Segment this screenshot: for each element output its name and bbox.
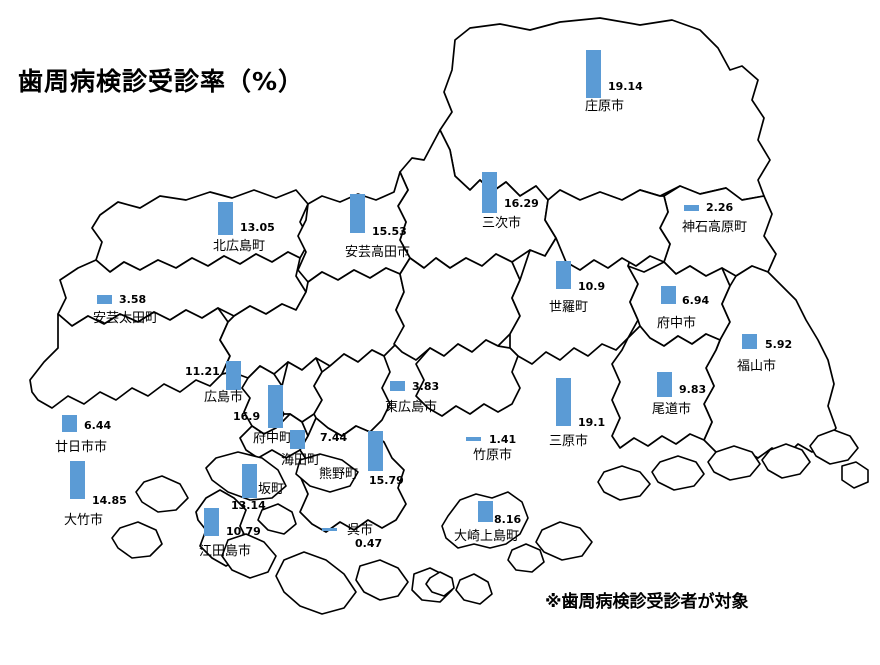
value-bar	[556, 261, 571, 289]
value-bar	[390, 381, 405, 391]
value-label: 13.05	[240, 221, 275, 234]
municipality-name-label: 安芸高田市	[345, 245, 411, 260]
municipality-name-label: 尾道市	[652, 402, 692, 417]
value-label: 15.53	[372, 225, 407, 238]
footnote-text: ※歯周病検診受診者が対象	[545, 592, 749, 612]
value-label: 8.16	[494, 513, 522, 526]
municipality-name-label: 安芸太田町	[93, 311, 159, 326]
island-fragment-m	[651, 455, 705, 491]
island-fragment-i	[295, 453, 359, 493]
municipality-name-label: 廿日市市	[55, 440, 108, 455]
municipality-name-label: 大崎上島町	[454, 529, 520, 544]
municipality-name-label: 府中町	[253, 431, 293, 446]
island-fragment-s	[507, 543, 545, 573]
island-fragment-e	[455, 573, 493, 605]
chart-title: 歯周病検診受診率（%）	[18, 67, 305, 96]
value-label: 6.44	[84, 419, 112, 432]
value-bar	[226, 361, 241, 390]
value-label: 3.83	[412, 380, 440, 393]
value-label: 10.9	[578, 280, 606, 293]
value-bar	[556, 378, 571, 426]
value-label: 1.41	[489, 433, 517, 446]
value-bar	[466, 437, 481, 441]
municipality-name-label: 三次市	[482, 216, 522, 231]
value-bar	[586, 50, 601, 98]
value-bar	[657, 372, 672, 397]
value-label: 19.1	[578, 416, 606, 429]
value-bar	[97, 295, 112, 304]
value-bar	[218, 202, 233, 235]
value-label: 15.79	[369, 474, 404, 487]
value-bar	[478, 501, 493, 522]
value-bar	[204, 508, 219, 536]
value-bar	[350, 194, 365, 233]
municipality-kumano	[313, 349, 391, 437]
value-label: 5.92	[765, 338, 793, 351]
island-fragment-n	[707, 445, 761, 481]
island-fragment-r	[425, 571, 455, 597]
value-label: 3.58	[119, 293, 147, 306]
island-fragment-o	[761, 443, 811, 479]
value-label: 9.83	[679, 383, 707, 396]
municipality-name-label: 熊野町	[319, 467, 359, 482]
value-bar	[290, 430, 305, 449]
municipality-name-label: 海田町	[281, 453, 321, 468]
value-label: 10.79	[226, 525, 261, 538]
value-label: 16.29	[504, 197, 539, 210]
municipality-name-label: 三原市	[549, 434, 589, 449]
municipality-name-label: 広島市	[204, 390, 244, 405]
municipality-name-label: 呉市	[347, 523, 374, 538]
value-label: 2.26	[706, 201, 734, 214]
municipality-name-label: 府中市	[657, 316, 697, 331]
municipality-name-label: 北広島町	[213, 239, 266, 254]
municipality-name-label: 庄原市	[585, 99, 625, 114]
municipality-name-label: 東広島市	[385, 400, 438, 415]
municipality-name-label: 大竹市	[64, 513, 104, 528]
municipality-name-label: 福山市	[737, 359, 777, 374]
value-label: 16.9	[233, 410, 261, 423]
municipality-takehara	[415, 339, 521, 417]
municipality-name-label: 神石高原町	[682, 220, 748, 235]
value-bar	[268, 385, 283, 428]
municipality-name-label: 竹原市	[473, 448, 513, 463]
value-bar	[70, 461, 85, 499]
island-fragment-f	[257, 503, 297, 535]
island-fragment-b	[275, 551, 357, 615]
value-bar	[482, 172, 497, 213]
prefecture-outline	[29, 17, 869, 615]
island-fragment-g	[135, 475, 189, 513]
value-label: 13.14	[231, 499, 266, 512]
value-bar	[742, 334, 757, 349]
municipality-name-label: 坂町	[258, 482, 285, 497]
island-fragment-a	[221, 533, 277, 579]
value-bar	[62, 415, 77, 432]
value-bar	[242, 464, 257, 498]
island-fragment-l	[597, 465, 651, 501]
municipality-name-label: 世羅町	[549, 300, 589, 315]
value-label: 6.94	[682, 294, 710, 307]
value-label: 11.21	[185, 365, 220, 378]
island-fragment-k	[535, 521, 593, 561]
island-fragment-j	[111, 521, 163, 559]
value-bar	[322, 528, 337, 531]
value-label: 7.44	[320, 431, 348, 444]
value-label: 19.14	[608, 80, 643, 93]
island-fragment-q	[841, 461, 869, 489]
value-label: 0.47	[355, 537, 383, 550]
value-bar	[684, 205, 699, 211]
island-fragment-p	[809, 429, 859, 465]
island-fragment-c	[355, 559, 409, 601]
municipality-name-label: 江田島市	[199, 544, 252, 559]
municipality-sera	[544, 189, 671, 271]
value-bar	[368, 431, 383, 471]
value-bar	[661, 286, 676, 304]
value-label: 14.85	[92, 494, 127, 507]
